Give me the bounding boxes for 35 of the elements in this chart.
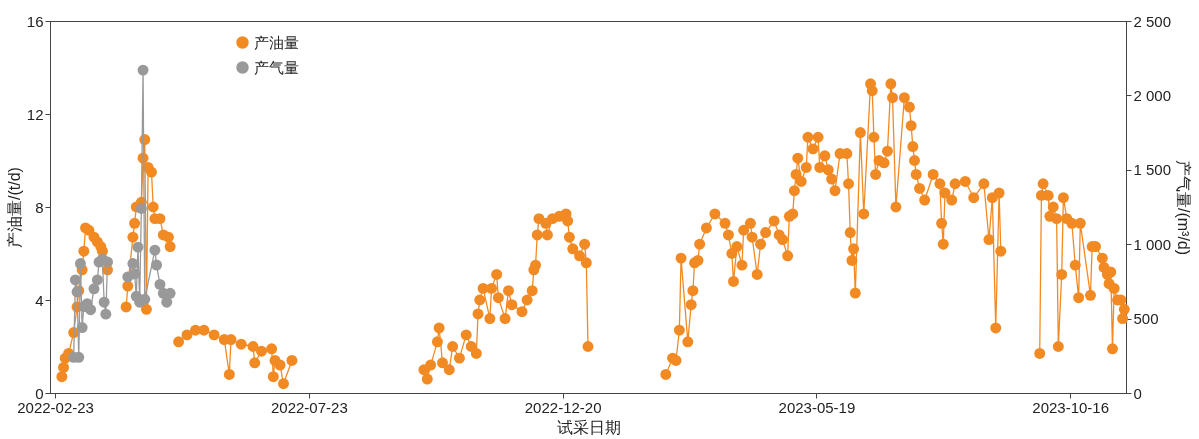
point bbox=[69, 274, 81, 286]
x-tick-label: 2022-07-23 bbox=[270, 398, 348, 416]
x-tick-label: 2023-05-19 bbox=[778, 398, 856, 416]
point bbox=[98, 296, 110, 308]
y2-tick-label: 1 000 bbox=[1133, 235, 1172, 253]
y2-tick-label: 1 500 bbox=[1133, 161, 1172, 179]
y-tick-label: 4 bbox=[35, 291, 44, 309]
point bbox=[91, 274, 103, 286]
point bbox=[88, 283, 100, 295]
legend-label: 产油量 bbox=[254, 33, 299, 51]
point bbox=[132, 241, 144, 253]
point bbox=[76, 322, 88, 333]
point bbox=[149, 244, 161, 256]
point bbox=[85, 304, 97, 316]
y-tick-label: 8 bbox=[35, 198, 44, 216]
y-axis-title: 产油量/(t/d) bbox=[5, 167, 23, 248]
x-tick-label: 2023-10-16 bbox=[1032, 398, 1110, 416]
x-tick-label: 2022-12-20 bbox=[524, 398, 602, 416]
y2-tick-label: 500 bbox=[1133, 310, 1159, 328]
y-tick-label: 12 bbox=[26, 105, 44, 123]
point bbox=[102, 256, 113, 268]
y2-tick-label: 0 bbox=[1133, 384, 1142, 402]
point bbox=[100, 308, 112, 320]
y-tick-label: 16 bbox=[26, 12, 44, 30]
point bbox=[151, 259, 163, 271]
point bbox=[135, 203, 147, 214]
point bbox=[129, 268, 141, 280]
y2-tick-label: 2 000 bbox=[1133, 86, 1172, 104]
y2-tick-label: 2 500 bbox=[1133, 12, 1172, 30]
x-axis-title: 试采日期 bbox=[556, 418, 621, 436]
point bbox=[154, 278, 166, 290]
point bbox=[74, 258, 86, 270]
y2-axis-title: 产气量/(m³/d) bbox=[1175, 159, 1193, 256]
point bbox=[137, 64, 149, 76]
legend-label: 产气量 bbox=[254, 58, 299, 76]
